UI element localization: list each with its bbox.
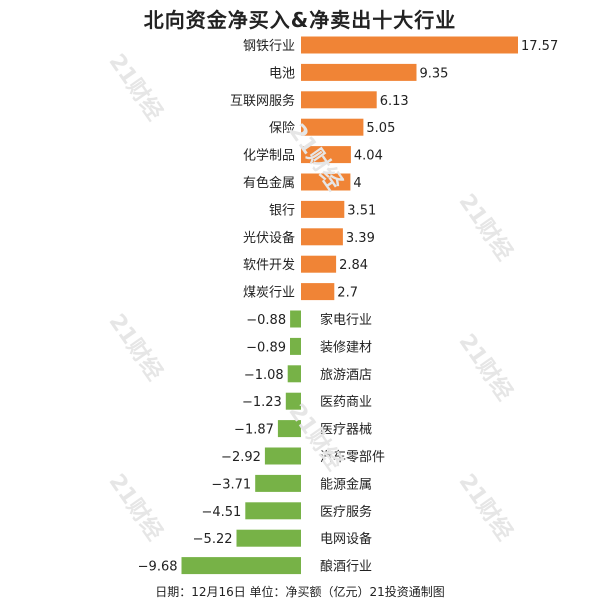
value-label-5: 4.04	[354, 149, 383, 164]
bar-14	[285, 392, 301, 410]
category-label-9: 软件开发	[243, 257, 295, 273]
category-label-19: 电网设备	[320, 531, 372, 547]
category-label-8: 光伏设备	[243, 230, 295, 246]
category-label-3: 互联网服务	[230, 93, 295, 109]
bar-12	[290, 337, 301, 355]
bar-8	[301, 228, 343, 246]
value-label-16: −2.92	[221, 450, 261, 465]
value-label-17: −3.71	[211, 477, 251, 492]
bar-13	[287, 365, 301, 383]
category-label-11: 家电行业	[320, 312, 372, 328]
category-label-7: 银行	[269, 203, 295, 218]
value-label-7: 3.51	[347, 203, 376, 218]
bar-2	[301, 63, 417, 81]
category-label-10: 煤炭行业	[243, 286, 295, 301]
category-label-12: 装修建材	[320, 340, 372, 355]
category-label-14: 医药商业	[320, 395, 372, 410]
bar-18	[245, 502, 301, 520]
footer-note: 日期：12月16日 单位：净买额（亿元）21投资通制图	[155, 585, 445, 599]
value-label-6: 4	[353, 176, 361, 191]
bar-1	[301, 36, 518, 54]
value-label-11: −0.88	[246, 313, 286, 328]
bar-11	[290, 310, 301, 328]
bar-6	[301, 173, 351, 191]
category-label-5: 化学制品	[243, 148, 295, 164]
value-label-10: 2.7	[337, 286, 358, 301]
value-label-8: 3.39	[346, 231, 375, 246]
bar-4	[301, 118, 364, 136]
value-label-18: −4.51	[201, 505, 241, 520]
value-label-15: −1.87	[234, 423, 274, 438]
category-label-13: 旅游酒店	[320, 368, 372, 383]
category-label-20: 酿酒行业	[320, 559, 372, 575]
category-label-15: 医疗器械	[320, 423, 372, 438]
chart-title: 北向资金净买入&净卖出十大行业	[143, 8, 457, 32]
bar-7	[301, 200, 345, 218]
value-label-2: 9.35	[420, 66, 449, 81]
value-label-9: 2.84	[339, 258, 368, 273]
category-label-6: 有色金属	[243, 175, 295, 191]
category-label-4: 保险	[269, 121, 295, 136]
bar-9	[301, 255, 337, 273]
bar-17	[255, 474, 301, 492]
value-label-19: −5.22	[193, 532, 233, 547]
value-label-3: 6.13	[380, 94, 409, 109]
value-label-20: −9.68	[138, 560, 178, 575]
category-label-1: 钢铁行业	[243, 39, 295, 54]
bar-16	[264, 447, 301, 465]
value-label-4: 5.05	[366, 121, 395, 136]
category-label-2: 电池	[269, 66, 295, 81]
value-label-12: −0.89	[246, 340, 286, 355]
value-label-14: −1.23	[242, 395, 282, 410]
bar-19	[236, 529, 301, 547]
category-label-18: 医疗服务	[320, 504, 372, 520]
category-label-16: 汽车零部件	[320, 449, 385, 465]
bar-5	[301, 146, 351, 164]
value-label-13: −1.08	[244, 368, 284, 383]
bar-15	[277, 420, 301, 438]
bar-3	[301, 91, 377, 109]
bar-10	[301, 283, 335, 301]
value-label-1: 17.57	[521, 39, 558, 54]
bar-20	[181, 557, 301, 575]
category-label-17: 能源金属	[320, 476, 372, 492]
